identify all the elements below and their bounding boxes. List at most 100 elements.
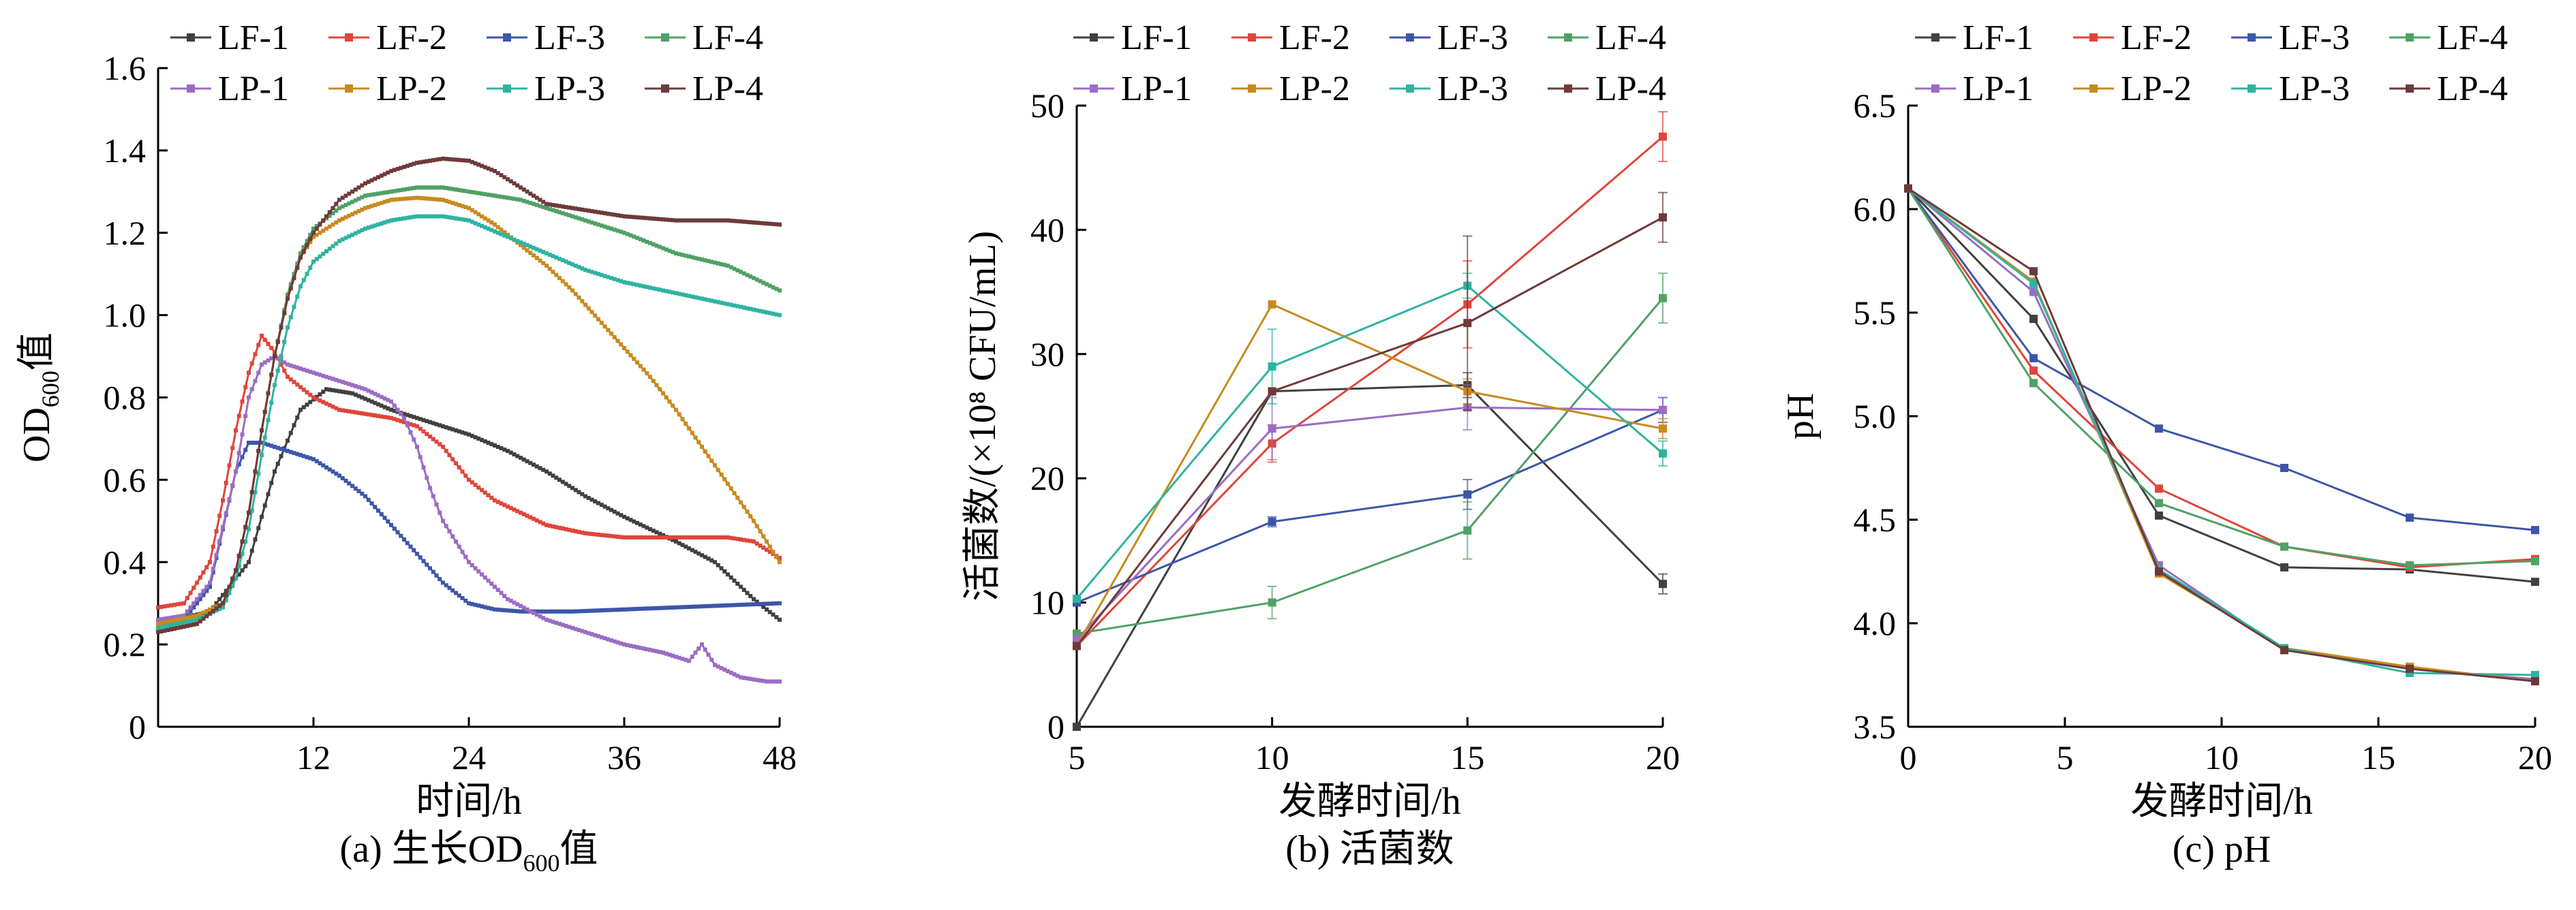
data-point xyxy=(680,605,685,610)
data-point xyxy=(716,664,720,669)
data-point xyxy=(551,253,555,258)
data-point xyxy=(188,609,193,614)
data-point xyxy=(641,606,646,611)
data-point xyxy=(324,249,328,253)
data-point xyxy=(195,621,199,626)
data-point xyxy=(382,200,387,204)
data-point xyxy=(457,217,461,221)
data-point xyxy=(667,535,672,539)
data-point xyxy=(619,607,624,612)
data-point xyxy=(525,242,530,247)
data-point xyxy=(224,598,228,603)
data-point xyxy=(739,219,743,224)
data-point xyxy=(334,388,339,393)
data-point xyxy=(577,609,581,614)
legend-marker xyxy=(1931,84,1939,93)
data-point xyxy=(418,195,423,200)
data-point xyxy=(308,369,313,374)
legend-label: LF-4 xyxy=(692,18,763,57)
data-point xyxy=(253,490,258,495)
data-point xyxy=(515,602,520,607)
data-point xyxy=(677,218,681,223)
data-point xyxy=(732,536,737,541)
data-point xyxy=(204,609,209,614)
data-point xyxy=(340,204,345,209)
series-line xyxy=(1075,284,1663,600)
data-point xyxy=(353,198,358,203)
data-point xyxy=(506,232,510,237)
data-point xyxy=(408,544,413,549)
data-point xyxy=(687,546,691,551)
legend-label: LP-4 xyxy=(2437,69,2508,108)
series-line xyxy=(1075,216,1663,647)
data-point xyxy=(379,191,384,195)
data-point xyxy=(667,249,672,253)
data-point xyxy=(547,252,552,257)
data-point xyxy=(172,626,177,631)
data-point xyxy=(580,530,585,535)
data-point xyxy=(247,371,251,375)
data-point xyxy=(204,614,209,618)
data-point xyxy=(473,566,478,571)
data-point xyxy=(564,527,568,531)
data-point xyxy=(661,533,665,537)
data-point xyxy=(350,484,354,488)
data-point xyxy=(480,214,484,219)
data-point xyxy=(314,394,319,399)
data-point xyxy=(295,294,300,299)
legend-marker xyxy=(345,84,353,93)
legend-item-lf-3: LF-3 xyxy=(1390,18,1508,57)
legend-item-lf-1: LF-1 xyxy=(1915,18,2034,57)
data-point xyxy=(201,589,206,593)
data-point xyxy=(684,535,688,539)
data-point xyxy=(2155,484,2163,493)
data-point xyxy=(376,222,380,227)
x-tick-label: 5 xyxy=(2057,738,2074,776)
data-point xyxy=(761,546,766,550)
data-point xyxy=(493,584,497,589)
data-point xyxy=(366,225,371,230)
data-point xyxy=(754,308,759,313)
data-point xyxy=(169,618,173,623)
data-point xyxy=(564,482,568,486)
data-point xyxy=(713,218,717,223)
data-point xyxy=(2029,315,2038,324)
data-point xyxy=(654,530,659,535)
data-point xyxy=(379,414,384,419)
data-point xyxy=(208,584,212,589)
data-point xyxy=(586,208,591,213)
data-point xyxy=(227,463,232,468)
data-point xyxy=(431,569,435,574)
data-point xyxy=(615,608,620,612)
data-point xyxy=(399,217,403,221)
data-point xyxy=(625,214,630,219)
series-line xyxy=(1907,187,2536,531)
data-point xyxy=(495,588,500,593)
data-point xyxy=(557,609,562,614)
data-point xyxy=(402,415,406,420)
data-point xyxy=(538,614,542,618)
data-point xyxy=(188,623,193,627)
data-point xyxy=(444,215,448,219)
data-point xyxy=(382,396,387,401)
data-point xyxy=(201,610,206,615)
data-point xyxy=(434,573,439,578)
data-point xyxy=(1659,449,1667,458)
data-point xyxy=(541,204,546,209)
y-tick-label: 6.5 xyxy=(1854,87,1897,125)
data-point xyxy=(645,647,649,652)
data-point xyxy=(693,604,698,609)
data-point xyxy=(778,313,782,317)
legend-item-lp-4: LP-4 xyxy=(1548,69,1666,108)
data-point xyxy=(521,606,526,610)
data-point xyxy=(279,362,283,367)
series-line xyxy=(1907,187,2536,569)
data-point xyxy=(169,627,173,631)
data-point xyxy=(638,522,643,527)
data-point xyxy=(771,221,776,226)
data-point xyxy=(716,563,720,567)
data-point xyxy=(716,603,720,608)
data-point xyxy=(489,193,494,198)
y-tick-label: 0 xyxy=(1047,708,1064,746)
data-point xyxy=(606,608,611,612)
